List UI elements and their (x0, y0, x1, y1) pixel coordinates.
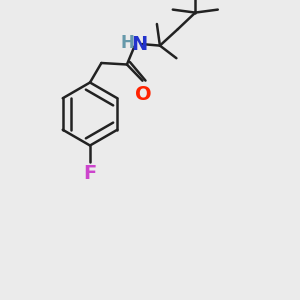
Text: H: H (121, 34, 135, 52)
Text: O: O (135, 85, 152, 104)
Text: F: F (83, 164, 97, 183)
Text: N: N (132, 34, 148, 54)
